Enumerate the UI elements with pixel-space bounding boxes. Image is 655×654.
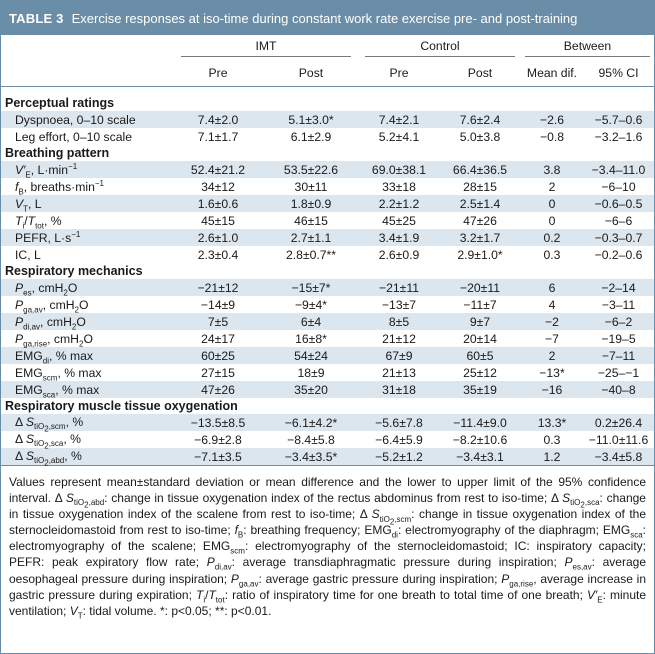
table-title-bar: TABLE 3 Exercise responses at iso-time d… [1,1,654,35]
col-imt-pre: Pre [173,60,263,87]
group-control: Control [359,35,521,60]
table-title: Exercise responses at iso-time during co… [71,10,578,26]
results-table: IMT Control Between Pre Post Pre Post Me… [1,35,654,468]
col-ci: 95% CI [583,60,654,87]
table-row: EMGdi, % max 60±25 54±24 67±9 60±5 2 −7–11 [1,347,654,364]
table-row: EMGsca, % max 47±26 35±20 31±18 35±19 −16 −40–… [1,381,654,398]
group-imt: IMT [173,35,359,60]
subheader-row: Pre Post Pre Post Mean dif. 95% CI [1,60,654,87]
table-row: Pdi,av, cmH2O 7±5 6±4 8±5 9±7 −2 −6–2 [1,313,654,330]
table-row: EMGscm, % max 27±15 18±9 21±13 25±12 −13* −25–… [15,365,640,382]
section-breathing: Breathing pattern [5,146,110,160]
group-between: Between [521,35,654,60]
table-footnote: Values represent mean±standard deviation… [9,475,647,621]
table-row: V′E, L·min−1 52.4±21.2 53.5±22.6 69.0±38.1 6… [1,161,654,178]
table-row: Pes, cmH2O −21±12 −15±7* −21±11 −20±11 6 −2–14 [1,279,654,296]
table-row: VT, L 1.6±0.6 1.8±0.9 2.2±1.2 2.5±1.4 0 −0.6–0… [1,195,654,212]
group-header-row: IMT Control Between [1,35,654,60]
table-row: Δ StiO2,scm, % −13.5±8.5 −6.1±4.2* −5.6±7.8… [1,414,654,434]
section-oxygenation: Respiratory muscle tissue oxygenation [5,399,238,413]
table-row: Ti/Ttot, % 45±15 46±15 45±25 47±26 0 −6–6 [15,213,633,230]
table-row: Leg effort, 0–10 scale 7.1±1.7 6.1±2.9 5.2±… [15,129,643,144]
col-control-post: Post [439,60,521,87]
table-row: Dyspnoea, 0–10 scale 7.4±2.0 5.1±3.0* 7.4±2… [1,111,654,128]
table-number: TABLE 3 [9,10,64,26]
col-mean-dif: Mean dif. [521,60,583,87]
table-row: IC, L 2.3±0.4 2.8±0.7** 2.6±0.9 2.9±1.0* 0.3−… [15,247,643,262]
col-control-pre: Pre [359,60,439,87]
table-row: Pga,rise, cmH2O 24±17 16±8* 21±12 20±14 −7 −19… [15,331,636,348]
table-row: fB, breaths·min−1 34±12 30±11 33±18 28±15 2 −6… [15,178,636,196]
col-imt-post: Post [263,60,359,87]
table-row: Δ StiO2,abd, % −7.1±3.5 −3.4±3.5* −5.2±1.2−… [1,448,654,468]
table-row: Pga,av, cmH2O −14±9 −9±4* −13±7 −11±7 4 −3–11 [15,297,636,314]
section-perceptual: Perceptual ratings [5,96,115,110]
section-mechanics: Respiratory mechanics [5,264,143,278]
table-row: Δ StiO2,sca, % −6.9±2.8 −8.4±5.8 −6.4±5.9 −8… [15,431,649,452]
table-row: PEFR, L·s−1 2.6±1.0 2.7±1.1 3.4±1.9 3.2±1.7 0… [1,229,654,246]
